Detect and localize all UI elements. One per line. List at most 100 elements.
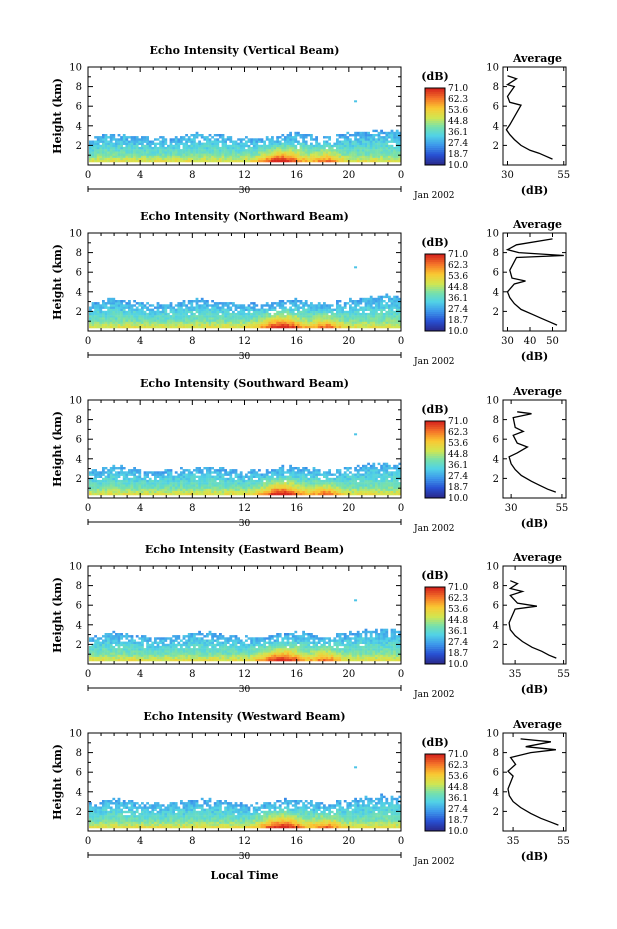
colorbar-swatch [425, 321, 445, 324]
heatmap-cell [135, 306, 139, 309]
heatmap-cell [232, 144, 235, 148]
heatmap-cell [107, 658, 110, 662]
heatmap-cell [224, 151, 227, 154]
heatmap-cell [154, 648, 157, 651]
heatmap-cell [130, 645, 134, 649]
heatmap-cell [177, 149, 181, 152]
heatmap-cell [117, 658, 121, 662]
heatmap-cell [382, 325, 386, 329]
heatmap-cell [229, 321, 233, 324]
heatmap-cell [104, 312, 108, 316]
heatmap-cell [146, 149, 149, 152]
heatmap-cell [382, 312, 386, 316]
heatmap-cell [151, 643, 155, 647]
heatmap-cell [367, 153, 370, 156]
heatmap-cell [299, 323, 303, 327]
heatmap-cell [385, 323, 389, 327]
heatmap-cell [125, 321, 129, 324]
heatmap-cell [349, 157, 352, 161]
heatmap-cell [99, 645, 103, 649]
x-tick-label: 0 [85, 503, 91, 514]
heatmap-cell [297, 469, 300, 472]
heatmap-cell [333, 151, 337, 154]
heatmap-cell [330, 155, 334, 158]
heatmap-cell [388, 157, 391, 161]
heatmap-cell [307, 159, 311, 163]
heatmap-cell [102, 639, 105, 642]
heatmap-cell [234, 306, 238, 309]
heatmap-cell [239, 492, 243, 496]
heatmap-cell [336, 151, 339, 154]
heatmap-cell [216, 469, 220, 472]
heatmap-cell [109, 641, 113, 644]
heatmap-cell [362, 310, 365, 314]
heatmap-cell [304, 304, 308, 307]
heatmap-cell [268, 144, 272, 148]
heatmap-cell [247, 306, 251, 309]
heatmap-cell [94, 492, 97, 496]
heatmap-cell [125, 650, 129, 653]
heatmap-cell [206, 304, 209, 307]
heatmap-cell [276, 153, 279, 156]
heatmap-cell [161, 323, 165, 327]
heatmap-cell [380, 490, 383, 494]
heatmap-cell [372, 302, 376, 305]
heatmap-cell [133, 650, 136, 653]
heatmap-cell [180, 306, 183, 309]
heatmap-cell [325, 475, 329, 478]
date-label: Jan 2002 [413, 357, 455, 367]
heatmap-cell [151, 146, 155, 150]
heatmap-cell [148, 312, 152, 316]
heatmap-cell [130, 317, 134, 320]
heatmap-cell [99, 153, 103, 156]
heatmap-cell [286, 151, 290, 154]
heatmap-cell [143, 155, 147, 158]
heatmap-cell [297, 157, 300, 161]
heatmap-cell [297, 134, 300, 137]
heatmap-cell [263, 484, 266, 487]
heatmap-cell [377, 319, 381, 322]
heatmap-cell [372, 488, 376, 491]
heatmap-cell [359, 136, 363, 139]
heatmap-cell [102, 479, 105, 483]
heatmap-cell [281, 310, 285, 314]
heatmap-cell [398, 297, 402, 301]
y-axis-label: Height (km) [51, 78, 64, 154]
colorbar-swatch [425, 130, 445, 133]
heatmap-cell [96, 648, 100, 651]
heatmap-cell [174, 471, 178, 474]
heatmap-cell [255, 492, 259, 496]
heatmap-cell [362, 142, 365, 145]
heatmap-cell [317, 142, 321, 145]
heatmap-cell [206, 323, 209, 327]
heatmap-cell [395, 475, 399, 478]
heatmap-cell [154, 306, 157, 309]
heatmap-cell [364, 136, 368, 139]
heatmap-cell [338, 486, 342, 489]
heatmap-cell [359, 484, 363, 487]
heatmap-cell [362, 312, 365, 316]
heatmap-cell [273, 157, 277, 161]
heatmap-cell [382, 490, 386, 494]
heatmap-cell [107, 140, 110, 143]
heatmap-cell [385, 142, 389, 145]
heatmap-cell [380, 467, 383, 470]
heatmap-cell [315, 471, 318, 474]
heatmap-cell [187, 486, 191, 489]
heatmap-cell [232, 149, 235, 152]
heatmap-cell [250, 479, 253, 483]
colorbar-swatch [425, 267, 445, 270]
heatmap-cell [330, 477, 334, 481]
heatmap-cell [346, 486, 350, 489]
colorbar-swatch [425, 292, 445, 295]
heatmap-cell [276, 484, 279, 487]
heatmap-cell [128, 325, 131, 329]
heatmap-cell [211, 306, 214, 309]
heatmap-cell [135, 656, 139, 660]
heatmap-cell [359, 488, 363, 491]
heatmap-cell [115, 656, 118, 660]
heatmap-cell [156, 304, 160, 307]
heatmap-cell [122, 484, 126, 487]
heatmap-cell [286, 300, 290, 303]
heatmap-cell [328, 321, 331, 324]
